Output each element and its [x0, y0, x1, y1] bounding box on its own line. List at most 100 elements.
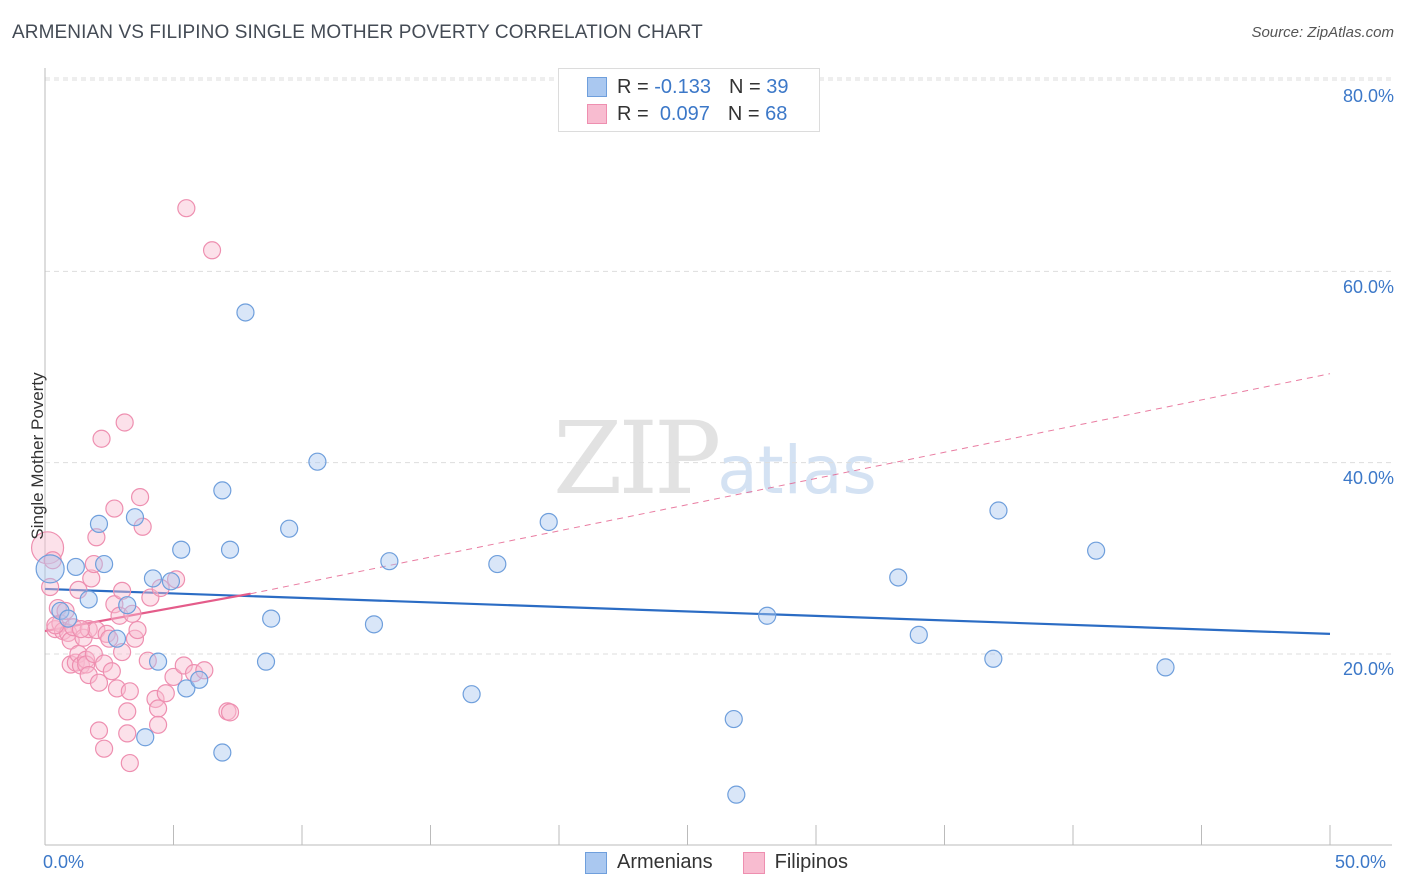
- armenians-point: [136, 728, 155, 747]
- armenians-point: [213, 481, 232, 500]
- armenians-n-value: 39: [766, 75, 789, 98]
- filipinos-point: [148, 715, 168, 734]
- armenians-legend-swatch: [585, 851, 607, 874]
- armenians-legend-label: Armenians: [617, 851, 713, 873]
- armenians-point: [1156, 658, 1175, 677]
- filipinos-legend-label: Filipinos: [774, 851, 848, 873]
- filipinos-point: [220, 703, 240, 722]
- armenians-point: [59, 609, 78, 628]
- armenians-point: [148, 652, 168, 671]
- armenians-point: [190, 670, 209, 689]
- armenians-point: [364, 615, 384, 634]
- armenians-point: [727, 785, 746, 804]
- legend-row-armenians: R = -0.133 N = 39: [587, 75, 788, 99]
- filipinos-r-value: 0.097: [659, 102, 710, 125]
- armenians-point: [161, 572, 181, 591]
- armenians-point: [107, 629, 127, 648]
- filipinos-swatch: [587, 104, 607, 124]
- legend-item-armenians: Armenians: [585, 851, 713, 874]
- filipinos-point: [120, 753, 139, 773]
- filipinos-point: [174, 656, 193, 675]
- y-axis-title: Single Mother Poverty: [28, 372, 47, 540]
- filipinos-point: [164, 667, 183, 687]
- filipinos-point: [156, 684, 175, 703]
- armenians-point: [724, 709, 743, 729]
- armenians-point: [220, 540, 240, 559]
- armenians-point: [66, 557, 85, 577]
- x-tick-label-max: 50.0%: [1335, 852, 1387, 872]
- filipinos-trend-extension: [250, 373, 1331, 595]
- filipinos-point: [202, 241, 222, 260]
- legend-item-filipinos: Filipinos: [742, 851, 848, 874]
- armenians-point: [95, 554, 114, 574]
- legend-row-filipinos: R = 0.097 N = 68: [587, 102, 787, 126]
- filipinos-point: [128, 620, 147, 640]
- filipinos-point: [105, 499, 124, 518]
- r-label: R =: [617, 75, 649, 98]
- armenians-point: [213, 743, 232, 762]
- chart-title: ARMENIAN VS FILIPINO SINGLE MOTHER POVER…: [12, 22, 703, 43]
- armenians-point: [889, 568, 908, 587]
- armenians-point: [236, 303, 255, 322]
- armenians-point: [1087, 541, 1106, 560]
- armenians-point: [177, 679, 196, 698]
- y-tick-label-40: 40.0%: [1342, 468, 1394, 488]
- armenians-point: [539, 512, 558, 532]
- filipinos-point: [71, 620, 91, 639]
- filipinos-point: [148, 699, 168, 718]
- armenians-point: [984, 649, 1003, 668]
- armenians-point: [51, 601, 70, 621]
- filipinos-point: [97, 624, 116, 644]
- filipinos-point: [195, 661, 214, 680]
- armenians-point: [909, 625, 928, 644]
- armenians-point: [488, 554, 507, 574]
- armenians-point: [125, 508, 145, 527]
- armenians-point: [989, 501, 1008, 520]
- filipinos-legend-swatch: [742, 851, 765, 874]
- filipinos-trend-line: [44, 592, 251, 633]
- y-tick-label-60: 60.0%: [1342, 277, 1394, 297]
- filipinos-point: [84, 554, 103, 574]
- armenians-point: [380, 552, 399, 571]
- armenians-point: [35, 554, 65, 584]
- n-label: N =: [728, 75, 761, 98]
- armenians-swatch: [587, 77, 607, 97]
- filipinos-point: [102, 662, 121, 681]
- filipinos-point: [87, 528, 106, 547]
- watermark-zip: ZIP: [553, 400, 721, 517]
- filipinos-point: [112, 581, 132, 600]
- filipinos-point: [120, 682, 139, 701]
- filipinos-point: [82, 569, 101, 588]
- source-label: Source: ZipAtlas.com: [1251, 24, 1394, 41]
- armenians-point: [118, 596, 137, 615]
- armenians-points: [35, 303, 1175, 804]
- armenians-r-value: -0.133: [654, 75, 711, 98]
- filipinos-point: [79, 620, 98, 639]
- armenians-point: [308, 452, 327, 471]
- filipinos-point: [95, 739, 114, 758]
- filipinos-point: [112, 642, 132, 662]
- armenians-point: [256, 652, 276, 671]
- filipinos-point: [92, 429, 111, 448]
- filipinos-point: [177, 199, 196, 218]
- filipinos-point: [89, 673, 109, 692]
- y-tick-label-20: 20.0%: [1342, 659, 1394, 679]
- filipinos-point: [151, 578, 170, 598]
- axes: [44, 68, 1392, 846]
- filipinos-point: [87, 620, 106, 640]
- filipinos-n-value: 68: [765, 102, 788, 125]
- armenians-trend-line: [44, 587, 1331, 636]
- filipinos-point: [100, 629, 119, 648]
- filipinos-point: [133, 517, 152, 536]
- armenians-point: [172, 540, 191, 559]
- armenians-point: [143, 569, 163, 588]
- correlation-legend: R = -0.133 N = 39 R = 0.097 N = 68: [558, 68, 820, 132]
- trend-lines: [44, 373, 1331, 636]
- filipinos-point: [118, 724, 137, 743]
- filipinos-point: [115, 413, 134, 432]
- filipinos-point: [105, 595, 124, 614]
- series-legend: Armenians Filipinos: [585, 851, 878, 874]
- armenians-point: [758, 606, 777, 625]
- filipinos-point: [123, 604, 142, 623]
- filipinos-point: [118, 702, 137, 721]
